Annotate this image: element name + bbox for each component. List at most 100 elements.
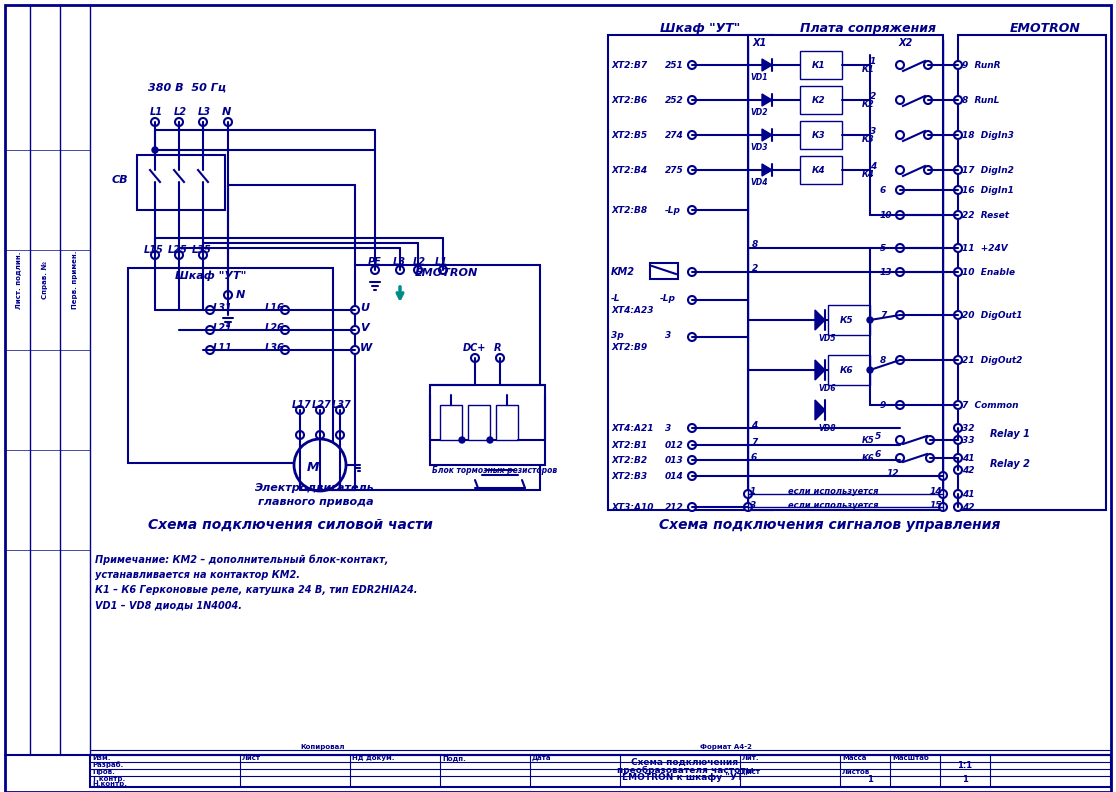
Text: XT2:B9: XT2:B9	[610, 342, 647, 352]
Text: 10: 10	[881, 211, 893, 219]
Polygon shape	[762, 164, 772, 176]
Bar	[90, 755, 1112, 787]
Text: К1: К1	[812, 60, 826, 70]
Circle shape	[896, 268, 904, 276]
Text: 212: 212	[665, 502, 684, 512]
Circle shape	[954, 424, 962, 432]
Text: 6: 6	[875, 450, 882, 459]
Circle shape	[687, 472, 696, 480]
Text: XT2:B4: XT2:B4	[610, 166, 647, 174]
Circle shape	[281, 326, 289, 334]
Text: Лист: Лист	[742, 769, 761, 775]
Text: 16  DigIn1: 16 DigIn1	[962, 185, 1013, 195]
Text: 4: 4	[870, 162, 876, 170]
Bar	[800, 156, 841, 184]
Text: 8: 8	[881, 356, 886, 364]
Text: W: W	[360, 343, 373, 353]
Circle shape	[744, 503, 752, 511]
Circle shape	[687, 441, 696, 449]
Circle shape	[954, 311, 962, 319]
Text: 6: 6	[881, 185, 886, 195]
Text: L11: L11	[213, 343, 233, 353]
Text: К1: К1	[862, 64, 875, 74]
Circle shape	[896, 131, 904, 139]
Text: L36: L36	[264, 343, 285, 353]
Text: 013: 013	[665, 455, 684, 464]
Circle shape	[316, 406, 324, 414]
Text: L25: L25	[169, 245, 187, 255]
Circle shape	[896, 211, 904, 219]
Polygon shape	[815, 360, 825, 380]
Circle shape	[206, 326, 214, 334]
Circle shape	[352, 346, 359, 354]
Bar	[608, 35, 773, 510]
Text: 13: 13	[881, 268, 893, 276]
Circle shape	[487, 437, 493, 443]
Text: 7: 7	[881, 310, 886, 319]
Circle shape	[954, 490, 962, 498]
Circle shape	[939, 490, 947, 498]
Text: Формат А4-2: Формат А4-2	[700, 744, 752, 750]
Circle shape	[954, 268, 962, 276]
Text: 8: 8	[752, 239, 758, 249]
Circle shape	[924, 96, 932, 104]
Text: R: R	[494, 343, 501, 353]
Text: 9: 9	[881, 401, 886, 409]
Text: К3: К3	[812, 131, 826, 139]
Text: преобразователя частоты: преобразователя частоты	[617, 766, 753, 775]
Circle shape	[924, 166, 932, 174]
Circle shape	[396, 266, 404, 274]
Circle shape	[687, 96, 696, 104]
Text: Relay 1: Relay 1	[990, 429, 1030, 439]
Text: 380 В  50 Гц: 380 В 50 Гц	[148, 83, 227, 93]
Bar	[748, 35, 943, 510]
Text: XT2:B3: XT2:B3	[610, 471, 647, 481]
Text: Подп.: Подп.	[442, 755, 465, 761]
Circle shape	[896, 61, 904, 69]
Bar	[828, 355, 870, 385]
Text: VD1: VD1	[750, 73, 768, 82]
Text: 41: 41	[962, 454, 974, 463]
Circle shape	[281, 306, 289, 314]
Circle shape	[151, 251, 158, 259]
Circle shape	[896, 166, 904, 174]
Text: PE: PE	[368, 257, 382, 267]
Text: 1:1: 1:1	[958, 761, 972, 771]
Text: К1 – К6 Герконовые реле, катушка 24 В, тип EDR2HIA24.: К1 – К6 Герконовые реле, катушка 24 В, т…	[95, 585, 417, 595]
Text: Нд докум.: Нд докум.	[352, 755, 394, 761]
Circle shape	[896, 244, 904, 252]
Circle shape	[954, 211, 962, 219]
Text: Листов: Листов	[841, 769, 870, 775]
Circle shape	[954, 436, 962, 444]
Text: Шкаф "УТ": Шкаф "УТ"	[660, 21, 740, 35]
Text: 18  DigIn3: 18 DigIn3	[962, 131, 1013, 139]
Text: 9  RunR: 9 RunR	[962, 60, 1001, 70]
Text: 1: 1	[750, 486, 757, 496]
Text: Схема подключения силовой части: Схема подключения силовой части	[147, 518, 432, 532]
Bar	[430, 385, 545, 465]
Text: 12: 12	[887, 469, 899, 478]
Circle shape	[206, 306, 214, 314]
Text: если используется: если используется	[788, 486, 878, 496]
Text: N: N	[235, 290, 246, 300]
Text: Н.контр.: Н.контр.	[92, 781, 127, 787]
Circle shape	[316, 431, 324, 439]
Bar	[800, 86, 841, 114]
Circle shape	[954, 166, 962, 174]
Circle shape	[152, 147, 158, 153]
Polygon shape	[762, 94, 772, 106]
Text: Масса: Масса	[841, 755, 866, 761]
Text: Изм.: Изм.	[92, 755, 110, 761]
Text: Шкаф "УТ": Шкаф "УТ"	[175, 271, 247, 281]
Text: 2: 2	[870, 92, 876, 101]
Text: главного привода: главного привода	[258, 497, 374, 507]
Text: К6: К6	[862, 454, 875, 463]
Bar	[800, 51, 841, 79]
Text: DC+: DC+	[463, 343, 487, 353]
Text: XT4:A21: XT4:A21	[610, 424, 654, 432]
Text: 5: 5	[881, 243, 886, 253]
Text: Разраб.: Разраб.	[92, 762, 123, 768]
Text: 014: 014	[665, 471, 684, 481]
Text: 4: 4	[751, 421, 758, 429]
Polygon shape	[762, 129, 772, 141]
